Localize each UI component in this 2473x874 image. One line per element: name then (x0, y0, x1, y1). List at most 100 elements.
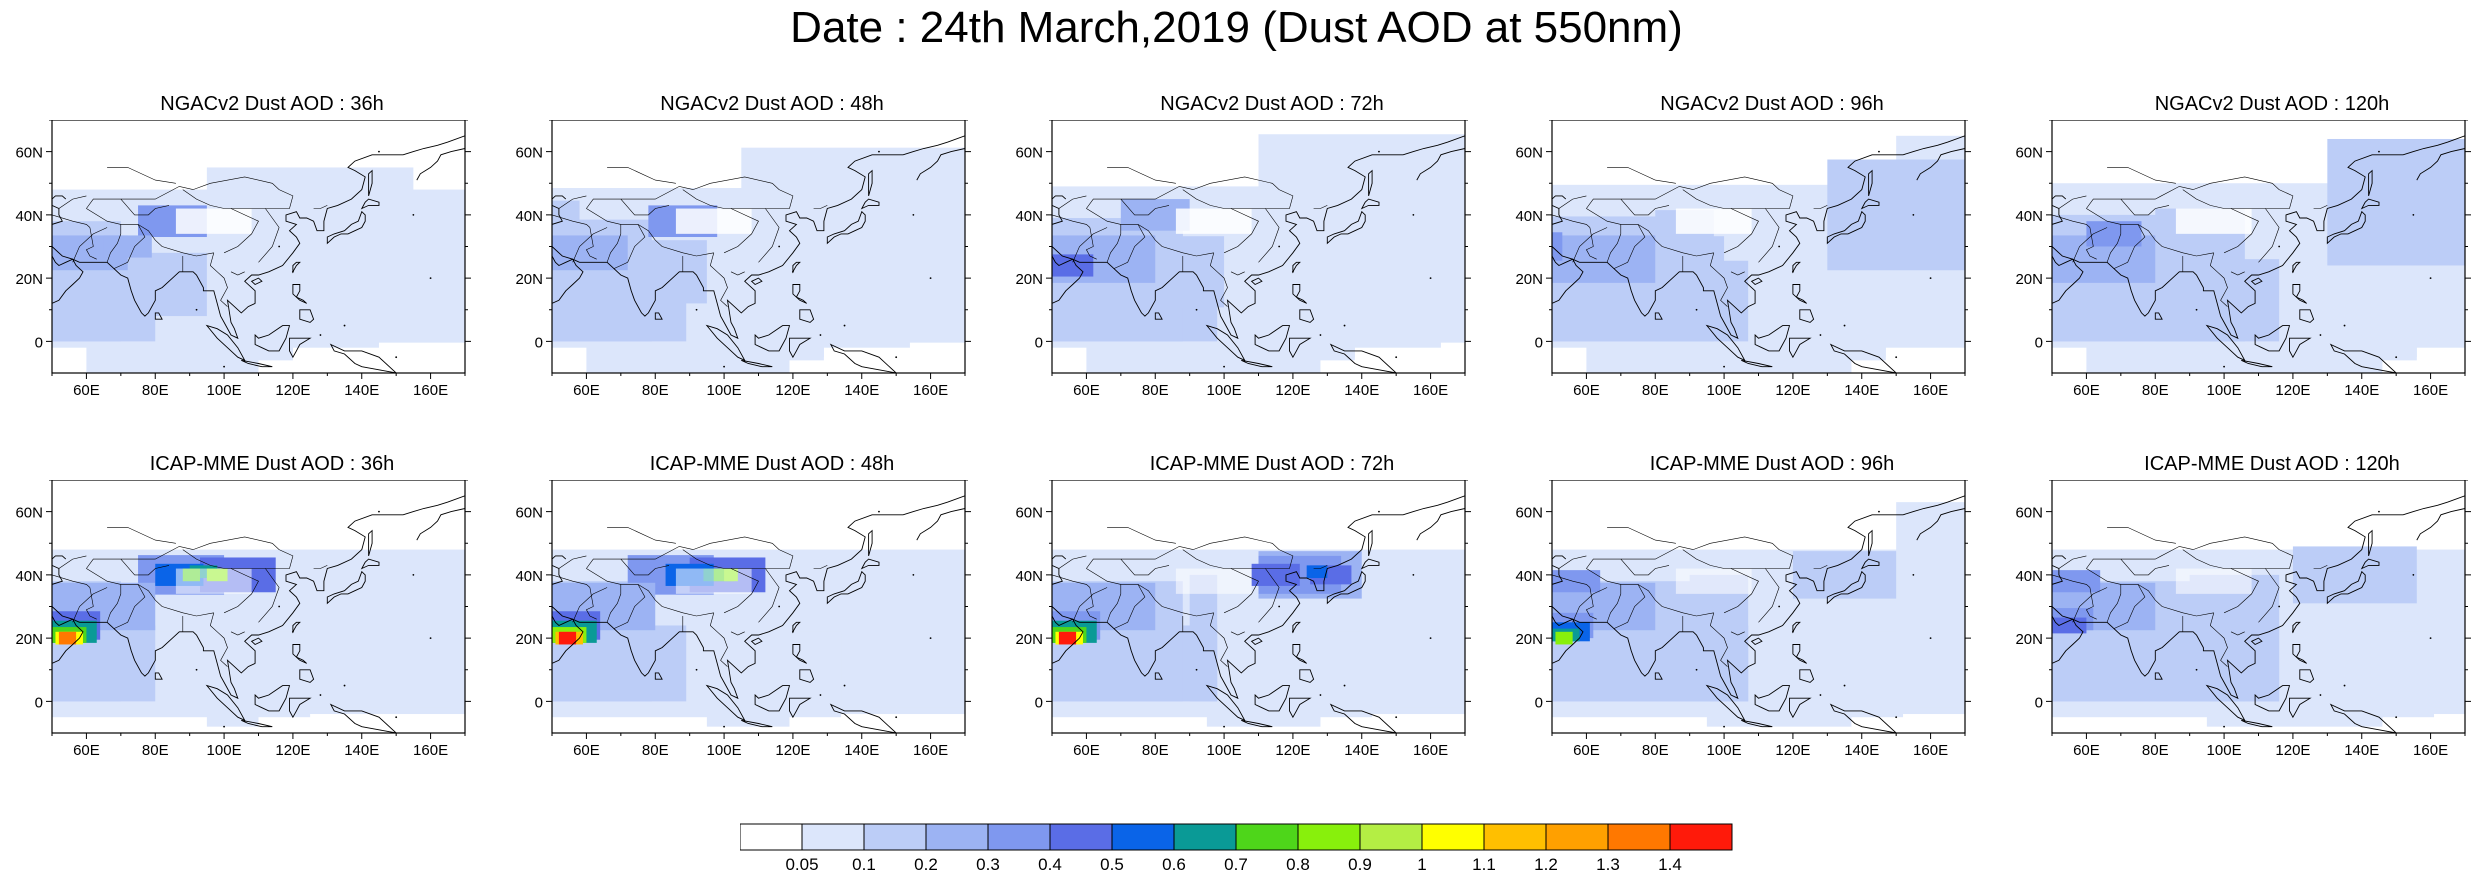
dust-aod-map: 60N 40N 20N 0 60E 80E 100E 120E 140E 160E (515, 120, 971, 399)
map-panel: NGACv2 Dust AOD : 120h 60N 40N 20N 0 60E 80E 10… (2000, 92, 2473, 399)
lon-tick-label: 120E (1275, 742, 1310, 759)
lon-tick-label: 80E (1642, 382, 1669, 399)
lon-tick-label: 120E (275, 742, 310, 759)
lon-tick-label: 100E (207, 382, 242, 399)
colorbar-swatch (1297, 823, 1361, 851)
dust-aod-map: 60N 40N 20N 0 60E 80E 100E 120E 140E 160E (2015, 120, 2471, 399)
lon-tick-label: 60E (573, 742, 600, 759)
lat-tick-label: 40N (1515, 568, 1543, 585)
lat-tick-label: 60N (1015, 145, 1043, 162)
lon-tick-label: 140E (2344, 742, 2379, 759)
dust-aod-map: 60N 40N 20N 0 60E 80E 100E 120E 140E 160E (15, 480, 471, 759)
colorbar-label: 0.5 (1100, 855, 1124, 872)
lon-tick-label: 160E (1913, 382, 1948, 399)
lon-tick-label: 140E (844, 742, 879, 759)
lon-tick-label: 60E (2073, 382, 2100, 399)
lon-tick-label: 60E (73, 742, 100, 759)
lon-tick-label: 160E (913, 742, 948, 759)
lon-tick-label: 60E (1073, 742, 1100, 759)
lat-tick-label: 20N (515, 271, 543, 288)
lat-tick-label: 60N (1515, 145, 1543, 162)
lon-tick-label: 120E (275, 382, 310, 399)
colorbar: 0.05 0.1 0.2 0.3 0.4 0.5 0.6 0.7 0.8 0.9 1 1.1 1.2 1.… (740, 823, 1733, 872)
dust-aod-map: 60N 40N 20N 0 60E 80E 100E 120E 140E 160E (1015, 480, 1471, 759)
lat-tick-label: 0 (1535, 334, 1543, 351)
lon-tick-label: 60E (73, 382, 100, 399)
lon-tick-label: 140E (2344, 382, 2379, 399)
lat-tick-label: 20N (1515, 271, 1543, 288)
dust-aod-field (552, 480, 965, 733)
panel-title: NGACv2 Dust AOD : 48h (660, 93, 884, 115)
map-panel: ICAP-MME Dust AOD : 48h 60N 40N 20N 0 60E 80E 1… (500, 452, 980, 759)
colorbar-swatch (801, 823, 865, 851)
panel-title: ICAP-MME Dust AOD : 36h (149, 453, 395, 475)
lon-tick-label: 100E (1707, 742, 1742, 759)
lon-tick-label: 120E (2275, 382, 2310, 399)
colorbar-swatch (863, 823, 927, 851)
lat-tick-label: 40N (2015, 208, 2043, 225)
lon-tick-label: 160E (2413, 382, 2448, 399)
lat-tick-label: 20N (1515, 631, 1543, 648)
dust-aod-map: 60N 40N 20N 0 60E 80E 100E 120E 140E 160E (15, 120, 471, 399)
colorbar-label: 0.05 (785, 855, 818, 872)
dust-aod-map: 60N 40N 20N 0 60E 80E 100E 120E 140E 160E (1015, 120, 1471, 399)
colorbar-label: 0.3 (976, 855, 1000, 872)
lat-tick-label: 40N (1515, 208, 1543, 225)
lon-tick-label: 100E (707, 382, 742, 399)
colorbar-swatch (925, 823, 989, 851)
lat-tick-label: 20N (15, 271, 43, 288)
lat-tick-label: 0 (1535, 694, 1543, 711)
colorbar-swatch (1545, 823, 1609, 851)
colorbar-swatch (1173, 823, 1237, 851)
lon-tick-label: 140E (344, 742, 379, 759)
lat-tick-label: 60N (515, 145, 543, 162)
dust-aod-map: 60N 40N 20N 0 60E 80E 100E 120E 140E 160E (515, 480, 971, 759)
lon-tick-label: 120E (2275, 742, 2310, 759)
lon-tick-label: 160E (1413, 382, 1448, 399)
colorbar-label: 1.1 (1472, 855, 1496, 872)
colorbar-swatch (1359, 823, 1423, 851)
lon-tick-label: 120E (775, 742, 810, 759)
colorbar-label: 0.9 (1348, 855, 1372, 872)
map-panel: NGACv2 Dust AOD : 96h 60N 40N 20N 0 60E 80E 100… (1500, 92, 1980, 399)
dust-aod-field (552, 120, 965, 373)
lat-tick-label: 0 (1035, 334, 1043, 351)
lon-tick-label: 140E (1844, 382, 1879, 399)
lat-tick-label: 0 (1035, 694, 1043, 711)
dust-aod-field (1552, 120, 1965, 373)
map-panel: ICAP-MME Dust AOD : 120h 60N 40N 20N 0 60E 80E… (2000, 452, 2473, 759)
lat-tick-label: 40N (15, 208, 43, 225)
lon-tick-label: 160E (913, 382, 948, 399)
lat-tick-label: 40N (15, 568, 43, 585)
lon-tick-label: 60E (573, 382, 600, 399)
colorbar-label: 1.2 (1534, 855, 1558, 872)
colorbar-swatch (1607, 823, 1671, 851)
lon-tick-label: 140E (344, 382, 379, 399)
dust-aod-field (2052, 480, 2465, 733)
dust-aod-map: 60N 40N 20N 0 60E 80E 100E 120E 140E 160E (1515, 480, 1971, 759)
lat-tick-label: 60N (2015, 145, 2043, 162)
lon-tick-label: 160E (1913, 742, 1948, 759)
lat-tick-label: 40N (515, 208, 543, 225)
dust-aod-field (1052, 120, 1465, 373)
lat-tick-label: 60N (15, 145, 43, 162)
colorbar-label: 0.2 (914, 855, 938, 872)
lon-tick-label: 120E (775, 382, 810, 399)
lat-tick-label: 60N (515, 505, 543, 522)
panel-title: ICAP-MME Dust AOD : 120h (2144, 453, 2400, 475)
lon-tick-label: 140E (1344, 382, 1379, 399)
lat-tick-label: 20N (2015, 631, 2043, 648)
lon-tick-label: 80E (142, 382, 169, 399)
lon-tick-label: 80E (2142, 742, 2169, 759)
lat-tick-label: 0 (535, 694, 543, 711)
colorbar-swatch (740, 823, 803, 851)
colorbar-swatch (1111, 823, 1175, 851)
dust-aod-field (52, 480, 465, 733)
lon-tick-label: 100E (1207, 742, 1242, 759)
dust-aod-map: 60N 40N 20N 0 60E 80E 100E 120E 140E 160E (1515, 120, 1971, 399)
map-panel: ICAP-MME Dust AOD : 36h 60N 40N 20N 0 60E 80E 1… (0, 452, 480, 759)
lat-tick-label: 60N (1515, 505, 1543, 522)
panel-title: ICAP-MME Dust AOD : 72h (1149, 453, 1395, 475)
map-panel: ICAP-MME Dust AOD : 96h 60N 40N 20N 0 60E 80E 1… (1500, 452, 1980, 759)
lon-tick-label: 120E (1775, 742, 1810, 759)
